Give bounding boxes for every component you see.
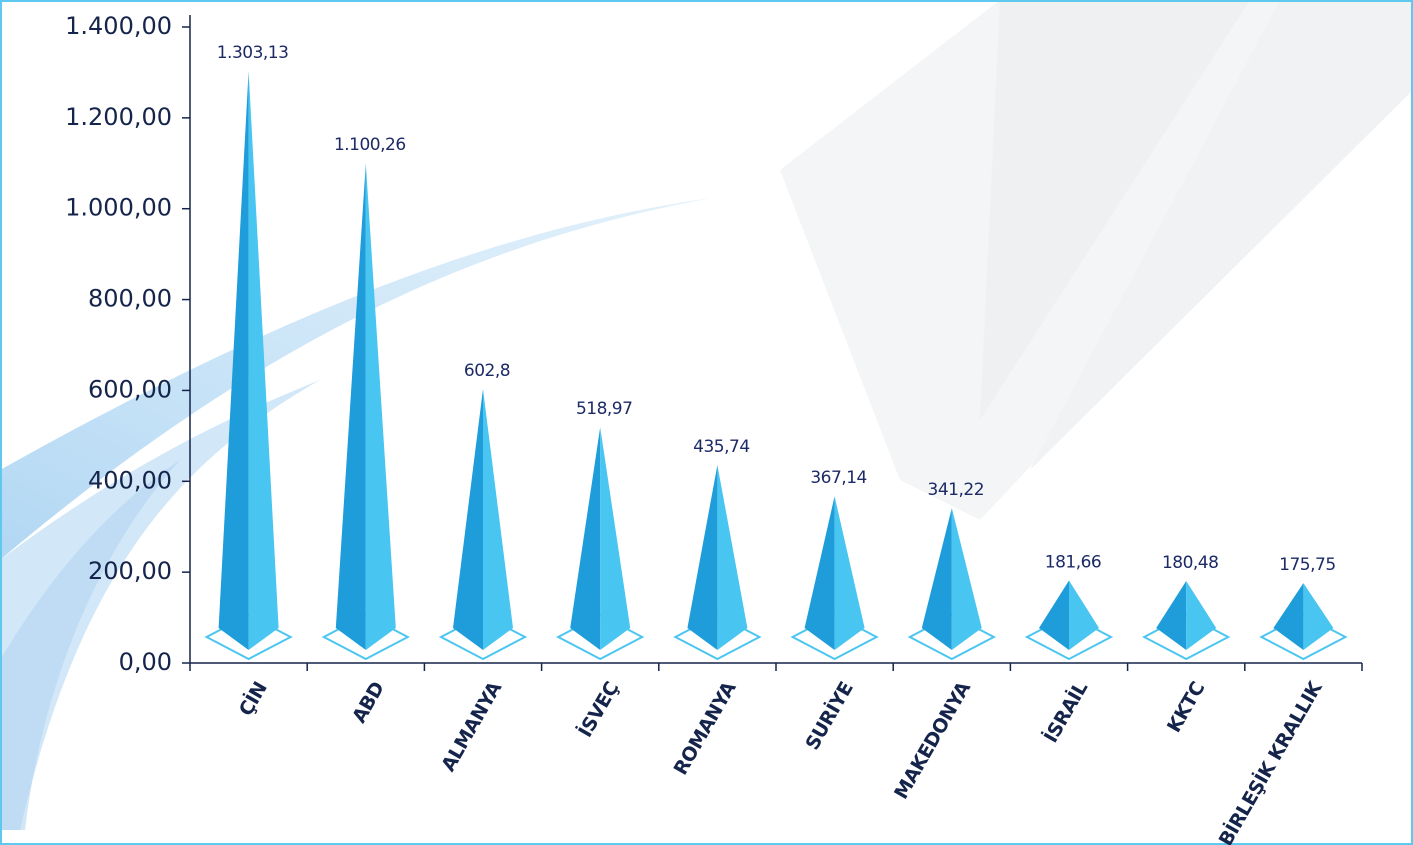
value-label: 518,97 — [576, 399, 632, 419]
pyramid — [1259, 583, 1348, 661]
pyramid-left-face — [1156, 581, 1187, 650]
value-label: 1.100,26 — [334, 135, 406, 155]
pyramid-right-face — [951, 507, 982, 650]
pyramid-left-face — [218, 71, 249, 651]
pyramid-left-face — [570, 427, 601, 650]
y-tick-label: 1.400,00 — [65, 12, 172, 40]
y-tick-label: 800,00 — [88, 285, 172, 313]
y-tick-label: 600,00 — [88, 375, 172, 403]
pyramid — [907, 507, 996, 661]
y-tick-label: 400,00 — [88, 466, 172, 494]
x-tick-label: İSVEÇ — [573, 677, 624, 741]
pyramid — [1024, 580, 1114, 661]
y-tick-label: 200,00 — [88, 557, 172, 585]
x-tick-label: ÇİN — [233, 677, 271, 720]
x-tick-label: ABD — [348, 678, 389, 727]
pyramid-right-face — [483, 389, 513, 650]
value-label: 181,66 — [1045, 552, 1101, 572]
x-tick-label: ALMANYA — [437, 678, 506, 776]
x-tick-label: KKTC — [1163, 678, 1209, 736]
y-tick-label: 1.200,00 — [65, 103, 172, 131]
pyramid-left-face — [1039, 580, 1069, 650]
y-tick-label: 0,00 — [119, 648, 172, 676]
pyramid-left-face — [804, 496, 835, 650]
pyramid-right-face — [248, 71, 279, 651]
pyramid-left-face — [453, 389, 483, 650]
value-label: 602,8 — [464, 361, 510, 381]
pyramid-left-face — [921, 507, 952, 650]
pyramid — [1142, 581, 1231, 661]
x-tick-label: SURİYE — [800, 677, 858, 754]
x-tick-label: BİRLEŞİK KRALLIK — [1213, 676, 1327, 845]
pyramid — [673, 465, 762, 661]
x-tick-label: İSRAİL — [1038, 677, 1092, 747]
value-label: 367,14 — [810, 468, 866, 488]
pyramid — [438, 389, 528, 661]
pyramid-right-face — [834, 496, 865, 650]
pyramid — [556, 427, 645, 661]
value-label: 435,74 — [693, 437, 749, 457]
pyramid-right-face — [365, 163, 396, 650]
pyramid-right-face — [1186, 581, 1217, 650]
pyramid — [204, 71, 293, 661]
value-label: 1.303,13 — [217, 43, 289, 63]
y-tick-label: 1.000,00 — [65, 194, 172, 222]
pyramid-right-face — [1303, 583, 1334, 650]
pyramid-left-face — [1273, 583, 1304, 650]
pyramid-right-face — [1069, 580, 1099, 650]
pyramid — [321, 163, 410, 661]
pyramid-left-face — [335, 163, 366, 650]
value-label: 175,75 — [1279, 555, 1335, 575]
value-label: 180,48 — [1162, 553, 1218, 573]
value-label: 341,22 — [928, 480, 984, 500]
pyramid-right-face — [717, 465, 748, 650]
x-tick-label: MAKEDONYA — [890, 678, 975, 803]
pyramid — [790, 496, 879, 661]
pyramid-left-face — [687, 465, 718, 650]
pyramid-right-face — [600, 427, 631, 650]
x-tick-label: ROMANYA — [670, 678, 741, 779]
